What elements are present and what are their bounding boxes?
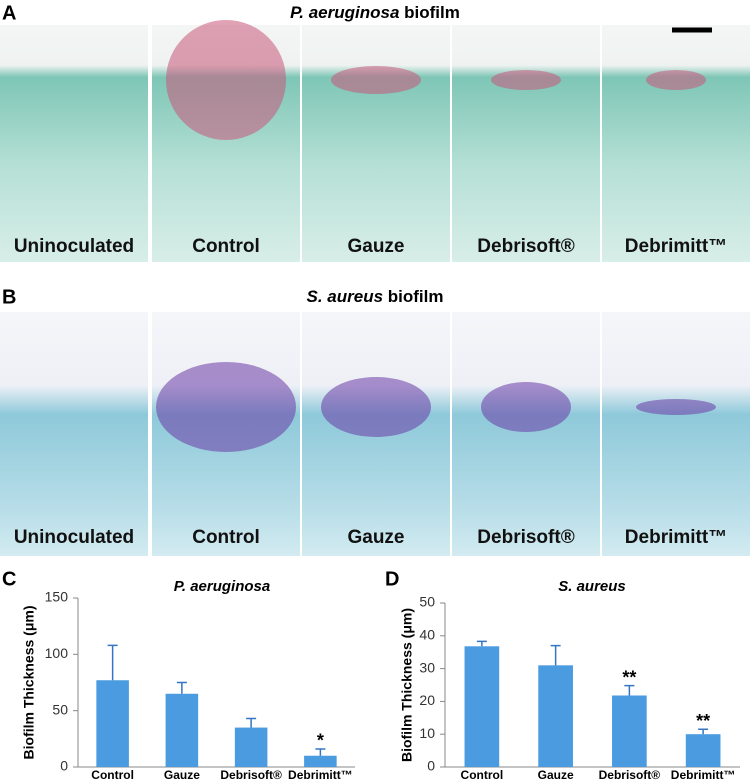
y-tick-label: 50: [52, 701, 68, 717]
y-tick-label: 0: [427, 758, 435, 774]
x-tick-label: Gauze: [164, 768, 200, 782]
panel-letter: C: [2, 568, 16, 590]
stain: [646, 70, 706, 90]
tile-label: Control: [192, 527, 260, 548]
error-bar: [107, 644, 118, 681]
x-tick-label: Control: [91, 768, 134, 782]
y-tick-label: 50: [419, 594, 435, 610]
x-tick-label: Debrisoft®: [599, 768, 661, 782]
bar: [538, 665, 573, 767]
panel-letter: B: [2, 286, 16, 308]
micrograph: [602, 312, 750, 556]
panel-letter: D: [385, 568, 399, 590]
error-bar: [698, 728, 709, 735]
stain: [636, 399, 716, 415]
bar: [612, 695, 647, 767]
micrograph: [452, 312, 600, 556]
y-tick-label: 30: [419, 659, 435, 675]
significance: **: [696, 711, 710, 731]
y-axis-label: Biofilm Thickness (μm): [21, 605, 37, 759]
error-bar: [246, 717, 257, 728]
micrograph: [602, 25, 750, 262]
title-suffix: biofilm: [383, 287, 443, 306]
y-tick-label: 0: [60, 758, 68, 774]
y-tick-label: 20: [419, 692, 435, 708]
y-tick-label: 10: [419, 725, 435, 741]
micrograph: [0, 25, 148, 262]
stain: [166, 20, 286, 140]
species: S. aureus: [307, 287, 384, 306]
x-tick-label: Debrisoft®: [220, 768, 282, 782]
x-tick-label: Debrimitt™: [288, 768, 353, 782]
stain: [156, 362, 296, 452]
tile-label: Debrisoft®: [477, 527, 574, 548]
bar: [685, 734, 721, 767]
tile-label: Uninoculated: [14, 236, 134, 257]
panel-title: S. aureus biofilm: [307, 287, 444, 306]
tile-label: Gauze: [347, 527, 404, 548]
tile-label: Debrisoft®: [477, 236, 574, 257]
stain: [331, 66, 421, 94]
micrographs: Uninoculated Control Gauze Debrisoft® Debrim…: [0, 20, 750, 556]
micrograph: [0, 312, 148, 556]
x-tick-label: Gauze: [538, 768, 574, 782]
tile-label: Gauze: [347, 236, 404, 257]
chart-title: S. aureus: [558, 578, 626, 595]
bar: [234, 727, 268, 767]
chart-title: P. aeruginosa: [174, 578, 270, 595]
panel-title: P. aeruginosa biofilm: [290, 3, 460, 22]
error-bar: [315, 748, 326, 756]
stain: [491, 70, 561, 90]
tile-label: Uninoculated: [14, 527, 134, 548]
y-axis-label: Biofilm Thickness (μm): [399, 608, 415, 762]
micrograph: [302, 25, 450, 262]
y-tick-label: 40: [419, 627, 435, 643]
stain: [481, 382, 571, 432]
stain: [321, 377, 431, 437]
micrograph: [452, 25, 600, 262]
title-suffix: biofilm: [399, 3, 459, 22]
bar: [96, 680, 129, 767]
species: P. aeruginosa: [290, 3, 399, 22]
y-tick-label: 100: [45, 645, 69, 661]
bar: [165, 693, 199, 767]
error-bar: [624, 684, 635, 696]
bar: [304, 755, 337, 767]
x-tick-label: Debrimitt™: [671, 768, 736, 782]
significance: **: [622, 667, 636, 687]
tile-label: Debrimitt™: [625, 236, 727, 257]
error-bar: [476, 640, 487, 647]
x-tick-label: Control: [461, 768, 504, 782]
bar: [464, 646, 500, 767]
error-bar: [550, 644, 561, 666]
error-bar: [176, 681, 187, 694]
tile-label: Control: [192, 236, 260, 257]
significance: *: [317, 731, 324, 751]
y-tick-label: 150: [45, 589, 69, 605]
tile-label: Debrimitt™: [625, 527, 727, 548]
panel-letter: A: [2, 2, 16, 24]
